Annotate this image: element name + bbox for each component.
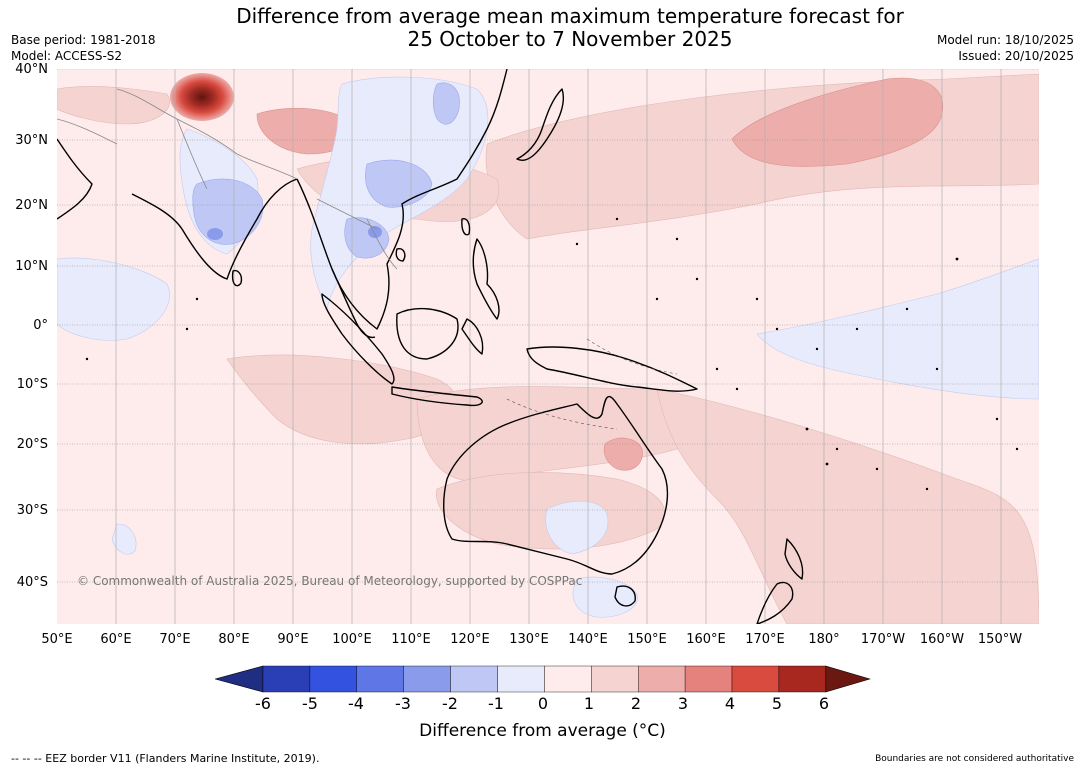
lon-label: 140°E bbox=[568, 632, 608, 647]
lon-label: 180° bbox=[808, 632, 840, 647]
title-line-2: 25 October to 7 November 2025 bbox=[407, 27, 733, 51]
colorbar-tick: 0 bbox=[537, 694, 549, 713]
colorbar-extend-low bbox=[215, 665, 264, 693]
colorbar-tick: 4 bbox=[724, 694, 736, 713]
colorbar-tick: -5 bbox=[302, 694, 318, 713]
lon-label: 160°W bbox=[919, 632, 965, 647]
lat-label-0: 0° bbox=[33, 318, 48, 333]
colorbar-cell bbox=[450, 665, 498, 693]
issued-date: Issued: 20/10/2025 bbox=[958, 49, 1074, 63]
colorbar-cell bbox=[403, 665, 451, 693]
lon-label: 170°E bbox=[745, 632, 785, 647]
lon-label: 60°E bbox=[100, 632, 132, 647]
colorbar-label: Difference from average (°C) bbox=[419, 721, 666, 741]
model-name: Model: ACCESS-S2 bbox=[11, 49, 123, 63]
lon-label: 90°E bbox=[277, 632, 309, 647]
colorbar-tick: -1 bbox=[488, 694, 504, 713]
eez-note: -- -- -- EEZ border V11 (Flanders Marine… bbox=[11, 752, 320, 765]
anomaly-minus-2-to-minus-1 bbox=[192, 82, 460, 259]
lon-label: 150°E bbox=[627, 632, 667, 647]
anomaly-minus-3-to-minus-2 bbox=[207, 226, 382, 240]
title-line-1: Difference from average mean maximum tem… bbox=[236, 4, 904, 28]
eez-borders bbox=[506, 338, 678, 430]
colorbar-cell bbox=[309, 665, 358, 693]
colorbar-tick: 5 bbox=[771, 694, 783, 713]
meridians bbox=[115, 69, 1002, 624]
colorbar-extend-high bbox=[825, 665, 871, 693]
lat-label-20n: 20°N bbox=[15, 198, 48, 213]
lon-label: 170°W bbox=[860, 632, 906, 647]
lat-label-40n: 40°N bbox=[15, 62, 48, 77]
colorbar-cell bbox=[544, 665, 592, 693]
map-title: Difference from average mean maximum tem… bbox=[0, 5, 1085, 51]
lon-label: 100°E bbox=[332, 632, 372, 647]
base-period: Base period: 1981-2018 bbox=[11, 33, 156, 47]
colorbar-cells bbox=[215, 665, 871, 693]
lon-label: 120°E bbox=[450, 632, 490, 647]
copyright-notice: © Commonwealth of Australia 2025, Bureau… bbox=[77, 574, 583, 588]
lon-label: 130°E bbox=[509, 632, 549, 647]
colorbar-cell bbox=[778, 665, 827, 693]
hotspot-anomaly bbox=[170, 73, 234, 121]
colorbar-cell bbox=[262, 665, 311, 693]
lon-label: 50°E bbox=[41, 632, 73, 647]
lat-label-10s: 10°S bbox=[16, 377, 48, 392]
colorbar-cell bbox=[684, 665, 733, 693]
colorbar-cell bbox=[638, 665, 686, 693]
lon-label: 150°W bbox=[977, 632, 1023, 647]
colorbar-tick: 6 bbox=[818, 694, 830, 713]
lat-label-30n: 30°N bbox=[15, 133, 48, 148]
lat-label-10n: 10°N bbox=[15, 259, 48, 274]
colorbar-cell bbox=[591, 665, 639, 693]
boundaries-disclaimer: Boundaries are not considered authoritat… bbox=[875, 754, 1074, 764]
forecast-map[interactable] bbox=[57, 69, 1039, 624]
colorbar-tick: -2 bbox=[442, 694, 458, 713]
meta-right: Model run: 18/10/2025 Issued: 20/10/2025 bbox=[937, 32, 1074, 64]
lat-label-20s: 20°S bbox=[16, 437, 48, 452]
colorbar-tick: -4 bbox=[348, 694, 364, 713]
colorbar-cell bbox=[497, 665, 545, 693]
lat-label-40s: 40°S bbox=[16, 575, 48, 590]
graticule bbox=[57, 69, 1039, 583]
colorbar-cell bbox=[731, 665, 780, 693]
anomaly-2-to-3 bbox=[256, 77, 944, 471]
country-borders bbox=[57, 88, 398, 270]
island-dots bbox=[85, 217, 1019, 491]
colorbar-tick: 2 bbox=[630, 694, 642, 713]
colorbar-tick: 1 bbox=[583, 694, 595, 713]
colorbar bbox=[215, 665, 871, 693]
colorbar-tick: 3 bbox=[677, 694, 689, 713]
colorbar-cell bbox=[356, 665, 404, 693]
lon-label: 160°E bbox=[686, 632, 726, 647]
lat-label-30s: 30°S bbox=[16, 503, 48, 518]
model-run: Model run: 18/10/2025 bbox=[936, 33, 1074, 47]
colorbar-tick: -6 bbox=[255, 694, 271, 713]
lon-label: 110°E bbox=[391, 632, 431, 647]
colorbar-tick: -3 bbox=[395, 694, 411, 713]
coastlines bbox=[57, 69, 804, 624]
meta-left: Base period: 1981-2018 Model: ACCESS-S2 bbox=[11, 32, 156, 64]
lon-label: 70°E bbox=[159, 632, 191, 647]
lon-label: 80°E bbox=[218, 632, 250, 647]
